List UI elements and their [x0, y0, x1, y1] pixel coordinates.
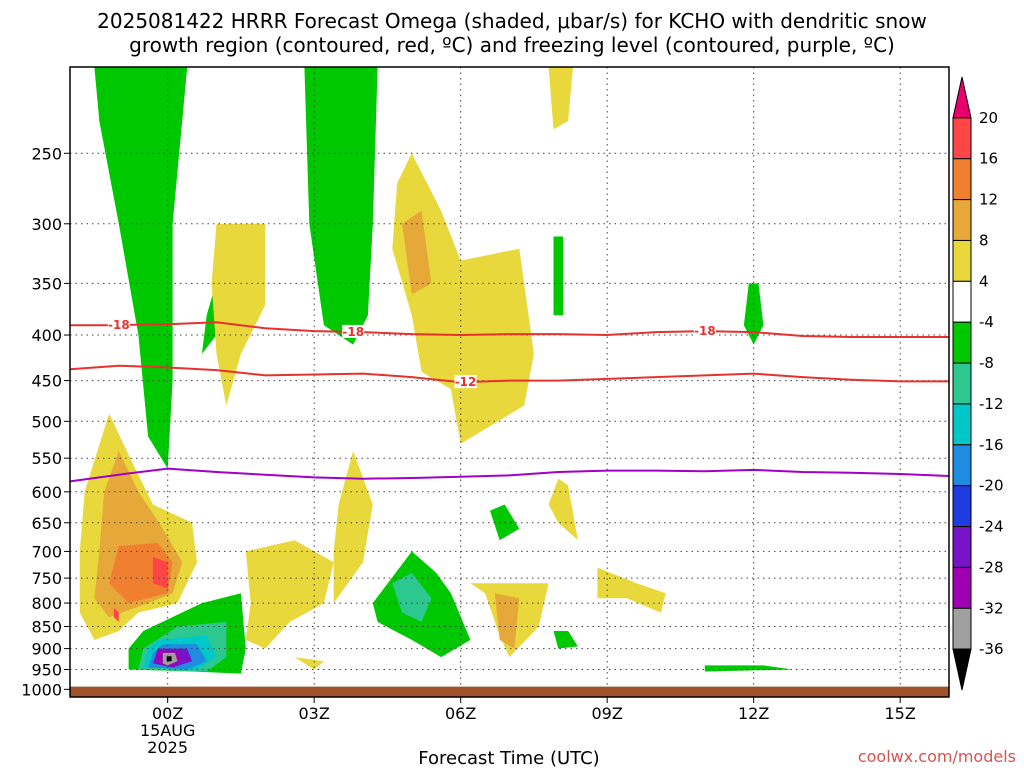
- y-tick-label-650: 650: [31, 514, 62, 533]
- colorbar-tick-11: -28: [979, 558, 1004, 576]
- colorbar-swatch-11: [952, 526, 972, 568]
- omega-region-3: [548, 67, 573, 130]
- y-axis: 250 300 350 400 450 500 550 600 650 700 750 800 850 9…: [21, 144, 70, 699]
- omega-region-35: [704, 665, 793, 672]
- colorbar: 20 16 12 8 4 -4 -8 -12 -16 -20 -24 -28 -32 -36: [952, 76, 1004, 691]
- colorbar-tick-0: 20: [979, 109, 998, 127]
- colorbar-swatch-9: [952, 444, 972, 487]
- y-tick-label-750: 750: [31, 569, 62, 588]
- omega-region-20: [255, 567, 276, 604]
- omega-region-18: [494, 593, 520, 649]
- y-tick-label-600: 600: [31, 483, 62, 502]
- colorbar-swatch-3: [952, 199, 972, 241]
- omega-region-14: [333, 451, 373, 604]
- credit-text: coolwx.com/models: [858, 747, 1016, 766]
- omega-region-34: [743, 283, 764, 345]
- x-tick-label-0-0: 00Z: [152, 704, 183, 723]
- contour-lines: -18 -18 -18 -12: [70, 318, 949, 483]
- colorbar-tick-4: 4: [979, 272, 989, 290]
- x-tick-label-9-0: 09Z: [592, 704, 623, 723]
- colorbar-swatch-7: [952, 362, 972, 405]
- omega-region-10: [392, 153, 534, 444]
- omega-region-1: [304, 67, 378, 345]
- colorbar-swatch-1: [952, 117, 972, 160]
- colorbar-arrow-bottom: [952, 648, 972, 691]
- x-tick-label-0-1: 15AUG: [140, 721, 195, 740]
- colorbar-swatch-13: [952, 607, 972, 650]
- x-tick-label-15-0: 15Z: [885, 704, 916, 723]
- colorbar-tick-2: 12: [979, 191, 998, 209]
- x-tick-label-0-2: 2025: [147, 738, 188, 757]
- colorbar-tick-9: -20: [979, 477, 1004, 495]
- chart-title-line2: growth region (contoured, red, ºC) and f…: [129, 33, 895, 57]
- omega-region-8: [113, 607, 119, 622]
- omega-region-30: [392, 572, 432, 622]
- colorbar-tick-6: -8: [979, 354, 994, 372]
- colorbar-swatch-10: [952, 485, 972, 528]
- colorbar-tick-1: 16: [979, 150, 998, 168]
- omega-region-6: [109, 543, 173, 604]
- x-tick-label-6-0: 06Z: [445, 704, 476, 723]
- contour--18: [70, 321, 949, 338]
- colorbar-swatch-4: [952, 239, 972, 282]
- colorbar-swatch-12: [952, 566, 972, 609]
- omega-region-11: [402, 210, 432, 295]
- ground-fill: [70, 686, 949, 697]
- colorbar-tick-5: -4: [979, 313, 994, 331]
- omega-region-28: [166, 656, 172, 662]
- y-tick-label-950: 950: [31, 661, 62, 680]
- y-tick-label-500: 500: [31, 412, 62, 431]
- colorbar-tick-3: 8: [979, 231, 989, 249]
- omega-region-16: [597, 567, 666, 613]
- x-axis-label: Forecast Time (UTC): [418, 748, 599, 768]
- y-tick-label-900: 900: [31, 640, 62, 659]
- y-tick-label-800: 800: [31, 594, 62, 613]
- omega-region-7: [153, 556, 168, 589]
- colorbar-arrow-top: [952, 76, 972, 119]
- colorbar-tick-10: -24: [979, 518, 1004, 536]
- y-tick-label-700: 700: [31, 542, 62, 561]
- omega-region-13: [245, 540, 334, 649]
- y-tick-label-400: 400: [31, 326, 62, 345]
- x-tick-label-3-0: 03Z: [299, 704, 330, 723]
- omega-region-19: [294, 657, 324, 670]
- x-tick-label-12-0: 12Z: [738, 704, 769, 723]
- colorbar-tick-13: -36: [979, 640, 1004, 658]
- omega-region-33: [553, 236, 564, 316]
- y-tick-label-450: 450: [31, 372, 62, 391]
- chart-title-line1: 2025081422 HRRR Forecast Omega (shaded, …: [97, 9, 927, 33]
- contour-label--18-2: -18: [694, 324, 716, 338]
- colorbar-tick-8: -16: [979, 436, 1004, 454]
- colorbar-swatch-5: [952, 280, 972, 323]
- contour-label--18-0: -18: [108, 318, 130, 332]
- contour-label-bg: [107, 318, 130, 332]
- colorbar-tick-7: -12: [979, 395, 1004, 413]
- y-tick-label-250: 250: [31, 144, 62, 163]
- colorbar-swatch-8: [952, 403, 972, 446]
- omega-region-12: [343, 223, 363, 273]
- colorbar-swatch-2: [952, 158, 972, 201]
- contour-label-bg: [693, 324, 716, 338]
- plot-area: -18 -18 -18 -12: [70, 67, 949, 697]
- colorbar-tick-12: -32: [979, 599, 1004, 617]
- contour-label--12-0: -12: [455, 375, 477, 389]
- contour--12: [70, 364, 949, 384]
- contour-label--18-1: -18: [342, 325, 364, 339]
- plot-frame: [69, 66, 950, 698]
- y-tick-label-300: 300: [31, 215, 62, 234]
- omega-region-32: [553, 631, 578, 649]
- omega-regions: [79, 67, 793, 674]
- contour-label-bg: [342, 324, 365, 338]
- colorbar-swatch-6: [952, 321, 972, 364]
- y-tick-label-350: 350: [31, 274, 62, 293]
- omega-region-15: [548, 478, 578, 541]
- y-tick-label-550: 550: [31, 449, 62, 468]
- omega-region-9: [211, 223, 266, 406]
- contour-label-bg: [454, 375, 477, 389]
- y-tick-label-1000: 1000: [21, 680, 62, 699]
- y-tick-label-850: 850: [31, 617, 62, 636]
- contour-0: [70, 467, 949, 483]
